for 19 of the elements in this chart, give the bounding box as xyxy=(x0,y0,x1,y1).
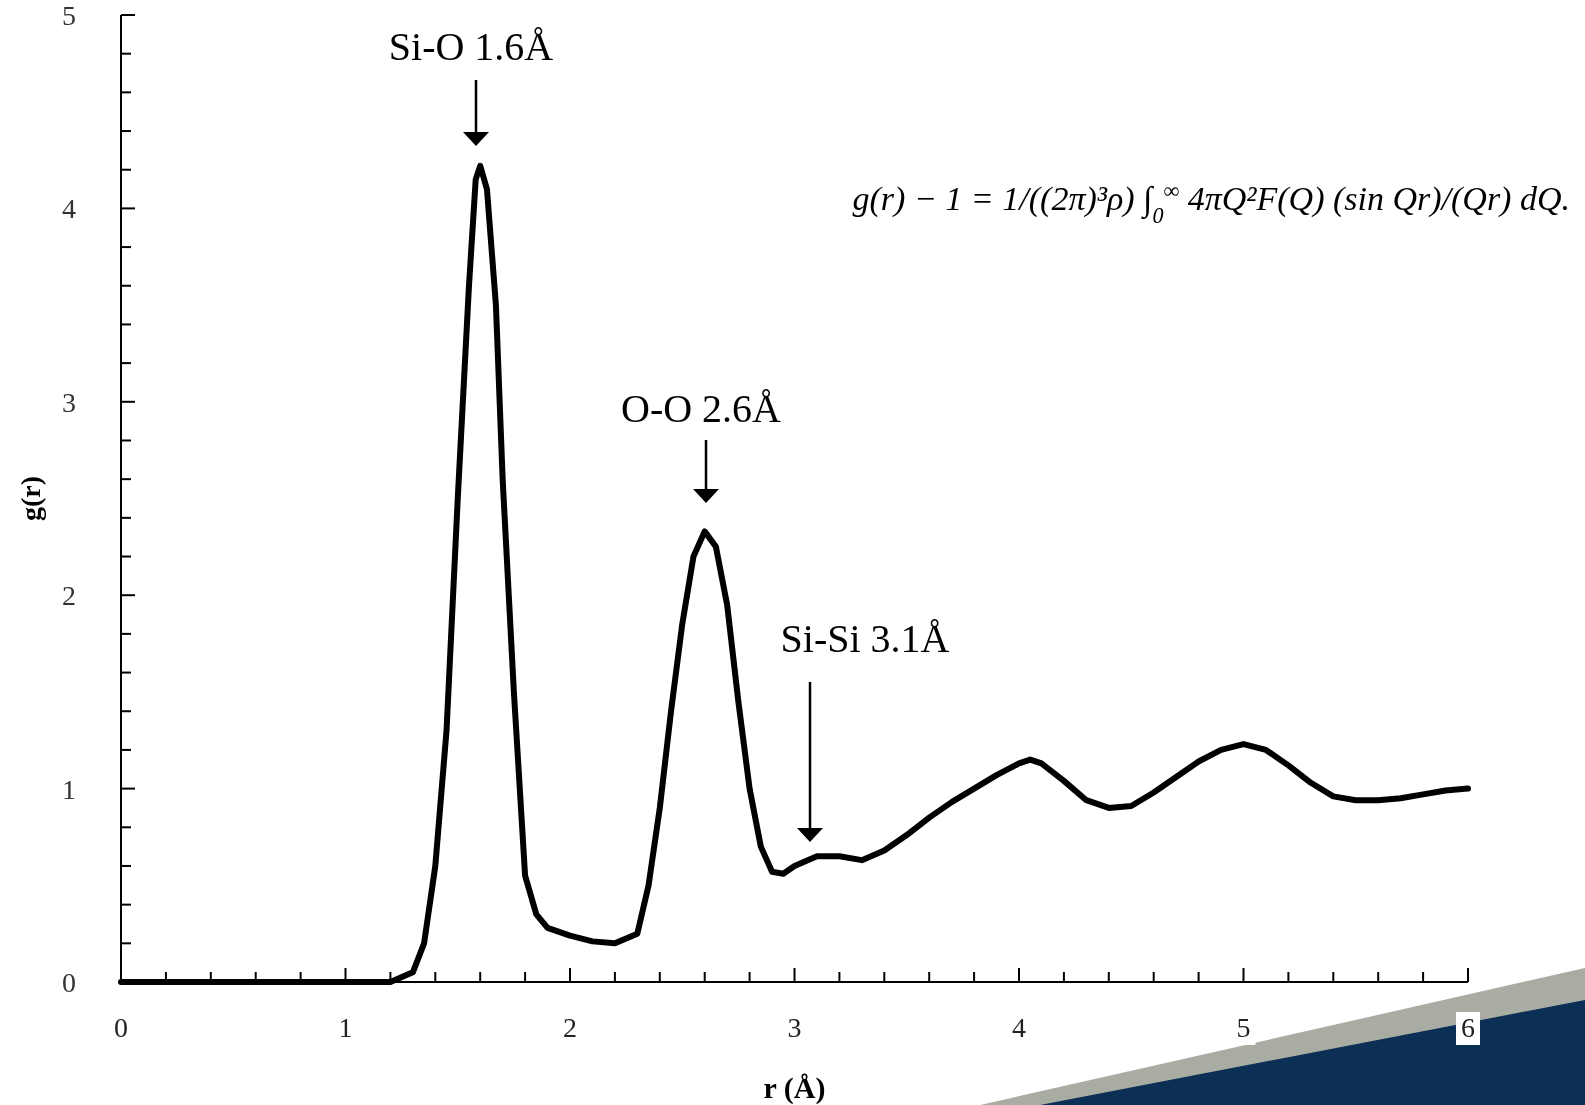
y-tick-label: 2 xyxy=(62,580,76,612)
x-tick-label: 1 xyxy=(338,1012,353,1043)
x-axis-title: r (Å) xyxy=(763,1071,826,1105)
x-tick-label: 5 xyxy=(1236,1012,1251,1043)
y-tick-label: 4 xyxy=(62,193,76,225)
annotation: O-O 2.6Å xyxy=(621,386,782,431)
y-tick-label: 5 xyxy=(62,0,76,31)
y-tick-label: 1 xyxy=(62,773,76,805)
y-axis-title: g(r) xyxy=(15,475,46,522)
y-tick-label: 0 xyxy=(62,967,76,998)
x-tick-label: 0 xyxy=(114,1012,128,1043)
annotation: Si-O 1.6Å xyxy=(388,24,554,69)
x-tick-label: 3 xyxy=(787,1012,802,1043)
y-tick-label: 3 xyxy=(62,386,76,418)
annotation: g(r) − 1 = 1/((2π)³ρ) ∫$_{0}$$^{∞}$ 4πQ²F(Q) (sin Qr)/(Qr) dQ. xyxy=(852,177,1570,228)
x-tick-label: 4 xyxy=(1012,1012,1026,1043)
annotation: Si-Si 3.1Å xyxy=(780,616,950,661)
x-tick-label: 6 xyxy=(1461,1012,1475,1043)
x-tick-label: 2 xyxy=(563,1012,577,1043)
